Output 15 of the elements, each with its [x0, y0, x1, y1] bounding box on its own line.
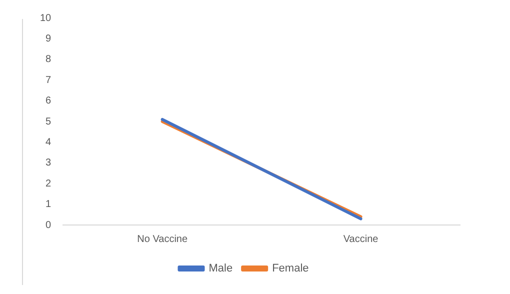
y-tick-label: 8	[46, 54, 52, 66]
y-tick-label: 7	[46, 74, 52, 86]
legend-label: Female	[272, 262, 309, 275]
y-tick-label: 6	[46, 96, 52, 107]
y-tick-label: 3	[46, 158, 52, 169]
y-tick-label: 9	[46, 33, 52, 44]
x-tick-label: Vaccine	[343, 234, 379, 245]
legend-label: Male	[208, 262, 233, 275]
x-tick-label: No Vaccine	[137, 234, 188, 245]
y-tick-label: 2	[46, 178, 52, 190]
y-tick-label: 0	[46, 220, 52, 231]
y-tick-label: 1	[46, 199, 52, 210]
y-tick-label: 5	[46, 116, 52, 128]
y-tick-label: 10	[40, 12, 52, 24]
y-tick-label: 4	[46, 136, 52, 148]
